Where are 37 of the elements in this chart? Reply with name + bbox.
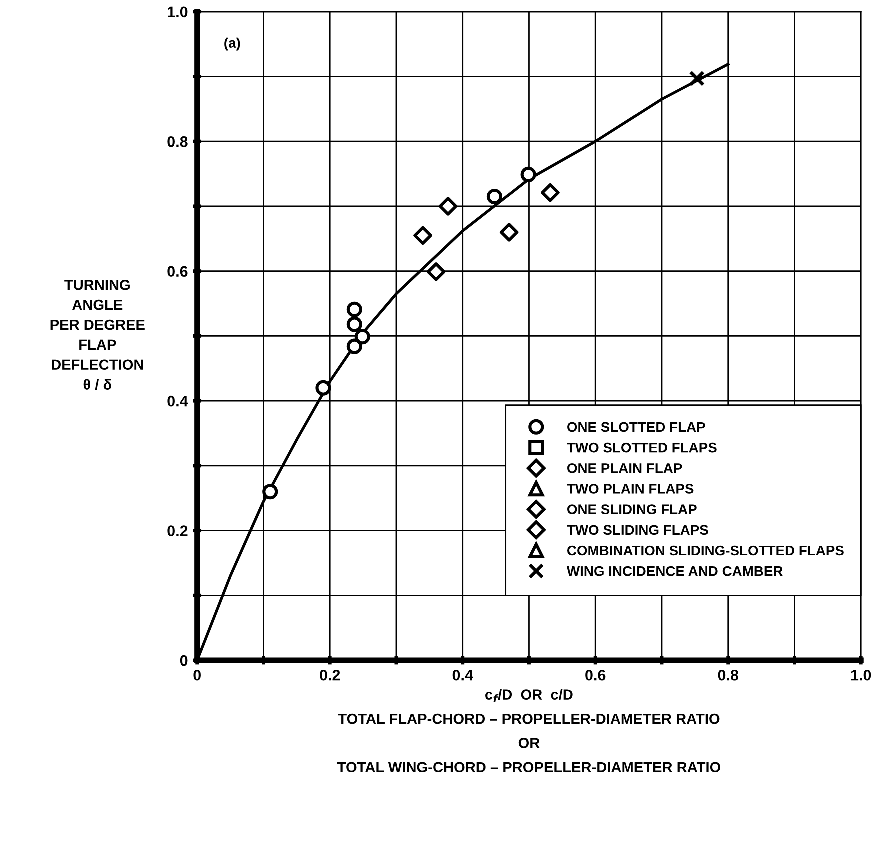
legend-label: WING INCIDENCE AND CAMBER xyxy=(566,566,783,576)
point xyxy=(520,166,536,182)
x-axis-title: c$_{f}$/D OR c/D TOTAL FLAP-CHORD – PROPELLER-DIAMETER RATIO OR TOTAL WING-CHORD – PROPELLER-DIAMETER RATIO xyxy=(338,689,721,773)
y-axis-title: TURNING ANGLE PER DEGREE FLAP DEFLECTION θ / δ xyxy=(50,280,145,390)
legend-label: ONE SLIDING FLAP xyxy=(568,504,697,514)
x-tick-label: 0.6 xyxy=(586,670,606,681)
x-tick-label: 1.0 xyxy=(851,670,872,681)
x-tick-label: 0.4 xyxy=(452,670,474,681)
annotation: (a) xyxy=(224,38,240,51)
x-tick-label: 0 xyxy=(194,670,201,681)
point xyxy=(426,262,446,282)
legend-label: TWO PLAIN FLAPS xyxy=(567,484,694,494)
point xyxy=(486,188,502,205)
point xyxy=(346,302,362,318)
point xyxy=(500,223,519,242)
point xyxy=(316,380,332,396)
legend-label: TWO SLIDING FLAPS xyxy=(567,525,708,536)
x-tick-label: 0.8 xyxy=(718,670,739,681)
legend-label: ONE PLAIN FLAP xyxy=(568,463,682,474)
y-tick-label: 0.4 xyxy=(168,396,188,407)
point xyxy=(541,183,560,202)
legend-label: TWO SLOTTED FLAPS xyxy=(567,442,717,453)
y-tick-label: 0.2 xyxy=(168,526,188,536)
y-tick-label: 0 xyxy=(180,655,188,666)
y-tick-label: 0.8 xyxy=(168,136,188,148)
legend-label: ONE SLOTTED FLAP xyxy=(568,422,706,432)
point xyxy=(346,316,362,332)
point xyxy=(438,197,458,216)
y-tick-label: 0.6 xyxy=(168,266,188,278)
point xyxy=(346,338,362,354)
point xyxy=(414,226,432,246)
point xyxy=(262,484,278,500)
legend-label: COMBINATION SLIDING-SLOTTED FLAPS xyxy=(568,546,844,556)
point xyxy=(354,329,370,345)
x-tick-label: 0.2 xyxy=(320,670,340,681)
point xyxy=(689,70,706,87)
y-tick-label: 1.0 xyxy=(168,6,188,18)
